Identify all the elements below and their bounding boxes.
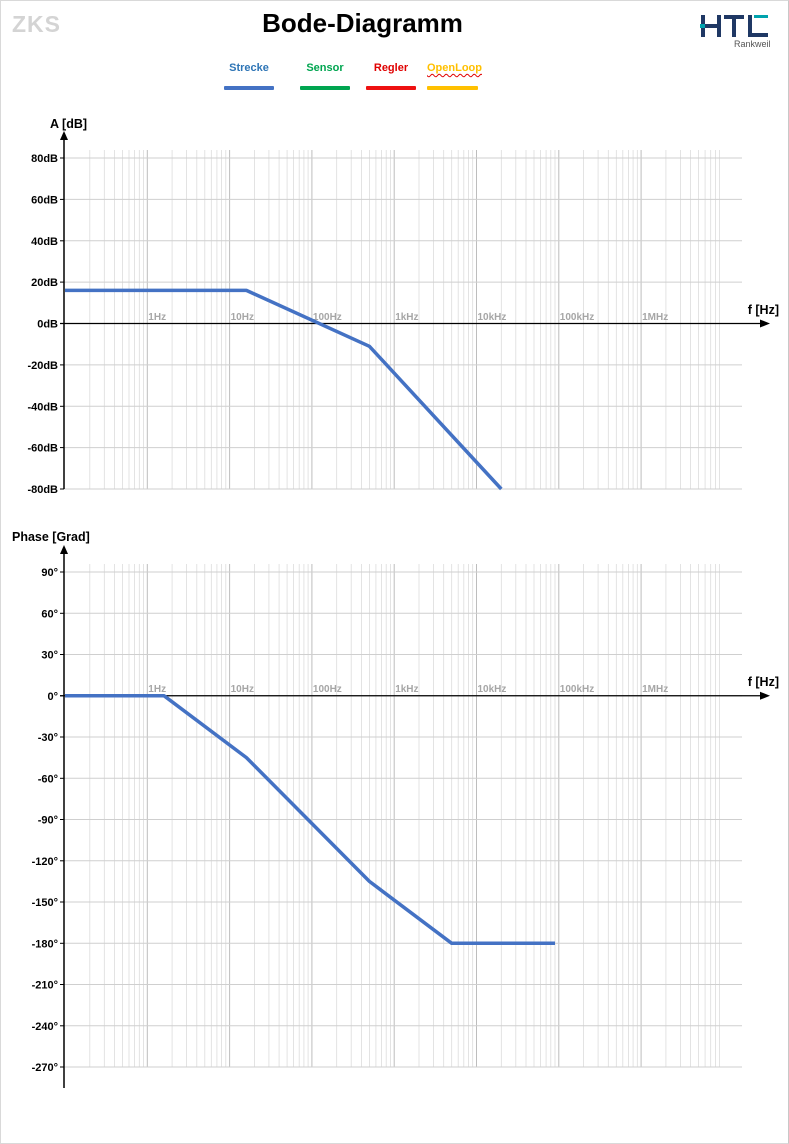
legend-sensor-label: Sensor: [306, 62, 344, 74]
phase-y-axis-arrow: [60, 545, 68, 554]
amp-y-tick-label: 40dB: [31, 236, 58, 248]
amp-y-tick-label: -20dB: [27, 360, 58, 372]
phase-y-tick-label: -240°: [32, 1021, 58, 1033]
amp-y-tick-label: 20dB: [31, 277, 58, 289]
legend-strecke: Strecke: [224, 61, 274, 91]
phase-x-axis-arrow: [760, 691, 770, 700]
amp-x-tick-label: 100kHz: [560, 312, 594, 323]
phase-y-tick-label: -270°: [32, 1062, 58, 1074]
amp-y-tick-label: 60dB: [31, 194, 58, 206]
phase-y-tick-label: -150°: [32, 897, 58, 909]
phase-x-tick-label: 100kHz: [560, 684, 594, 695]
phase-y-tick-label: -210°: [32, 980, 58, 992]
amp-x-tick-label: 100Hz: [313, 312, 342, 323]
htl-logo: [700, 15, 768, 37]
phase-y-tick-label: -90°: [38, 815, 58, 827]
phase-y-tick-label: 0°: [47, 691, 58, 703]
phase-series-strecke-line: [65, 694, 555, 946]
phase-y-tick-label: 90°: [41, 567, 58, 579]
amp-x-axis-arrow: [760, 319, 770, 328]
logo-subtitle: Rankweil: [734, 39, 771, 49]
legend-sensor: Sensor: [300, 61, 350, 91]
legend-openloop: OpenLoop: [427, 61, 482, 91]
phase-y-tick-label: -60°: [38, 773, 58, 785]
amp-y-tick-label: -60dB: [27, 443, 58, 455]
amp-x-tick-label: 1kHz: [395, 312, 418, 323]
amp-x-tick-label: 10Hz: [231, 312, 254, 323]
amp-y-axis-label: A [dB]: [50, 117, 87, 131]
phase-y-tick-label: 30°: [41, 650, 58, 662]
phase-y-axis-label: Phase [Grad]: [12, 530, 90, 544]
legend-regler: Regler: [366, 61, 416, 91]
legend-strecke-label: Strecke: [229, 62, 269, 74]
amp-series-strecke-line: [65, 288, 503, 491]
legend-regler-label: Regler: [373, 62, 409, 74]
legend-sensor-swatch: [300, 86, 350, 90]
phase-x-tick-label: 100Hz: [313, 684, 342, 695]
phase-x-tick-label: 1Hz: [148, 684, 166, 695]
amp-x-axis-label: f [Hz]: [748, 303, 779, 317]
phase-y-tick-label: 60°: [41, 608, 58, 620]
legend-regler-swatch: [366, 86, 416, 90]
page-title: Bode-Diagramm: [262, 8, 463, 38]
amp-x-tick-label: 1Hz: [148, 312, 166, 323]
amp-y-tick-label: 0dB: [37, 319, 58, 331]
phase-x-tick-label: 10kHz: [478, 684, 507, 695]
phase-x-tick-label: 1MHz: [642, 684, 668, 695]
amp-y-tick-label: 80dB: [31, 153, 58, 165]
amp-y-axis-arrow: [60, 131, 68, 140]
phase-y-tick-label: -120°: [32, 856, 58, 868]
legend-openloop-label: OpenLoop: [427, 62, 482, 74]
phase-y-tick-label: -180°: [32, 938, 58, 950]
legend-openloop-swatch: [427, 86, 478, 90]
phase-y-tick-label: -30°: [38, 732, 58, 744]
amp-y-tick-label: -80dB: [27, 484, 58, 496]
zks-label: ZKS: [12, 11, 61, 37]
phase-x-tick-label: 10Hz: [231, 684, 254, 695]
phase-x-axis-label: f [Hz]: [748, 675, 779, 689]
phase-x-tick-label: 1kHz: [395, 684, 418, 695]
amp-x-tick-label: 10kHz: [478, 312, 507, 323]
amp-x-tick-label: 1MHz: [642, 312, 668, 323]
amp-y-tick-label: -40dB: [27, 401, 58, 413]
legend-strecke-swatch: [224, 86, 274, 90]
